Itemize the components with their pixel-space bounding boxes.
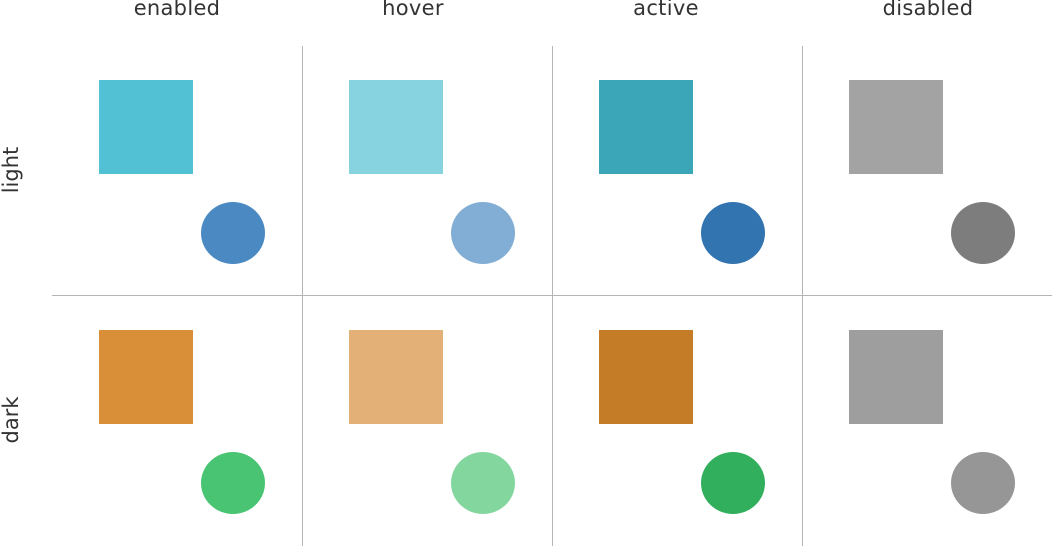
square-swatch (849, 80, 943, 174)
square-swatch (849, 330, 943, 424)
row-header-light-label: light (0, 146, 23, 194)
cell-light-hover (302, 46, 552, 296)
column-header-disabled: disabled (882, 0, 974, 20)
circle-swatch (201, 452, 265, 514)
circle-swatch (951, 452, 1015, 514)
grid-divider-vertical-2 (552, 46, 553, 546)
grid-divider-vertical-1 (302, 46, 303, 546)
cell-dark-enabled (52, 296, 302, 546)
circle-swatch (701, 202, 765, 264)
circle-swatch (201, 202, 265, 264)
circle-swatch (951, 202, 1015, 264)
grid-divider-vertical-3 (802, 46, 803, 546)
row-header-dark-label: dark (0, 396, 23, 444)
square-swatch (99, 80, 193, 174)
square-swatch (599, 330, 693, 424)
circle-swatch (451, 452, 515, 514)
square-swatch (349, 80, 443, 174)
circle-swatch (701, 452, 765, 514)
cell-dark-hover (302, 296, 552, 546)
cell-light-active (552, 46, 802, 296)
grid-divider-horizontal (52, 295, 1052, 296)
square-swatch (599, 80, 693, 174)
cell-dark-disabled (802, 296, 1052, 546)
cell-light-enabled (52, 46, 302, 296)
square-swatch (349, 330, 443, 424)
cell-light-disabled (802, 46, 1052, 296)
column-header-enabled: enabled (133, 0, 221, 20)
square-swatch (99, 330, 193, 424)
cell-dark-active (552, 296, 802, 546)
column-header-active: active (633, 0, 699, 20)
column-header-hover: hover (382, 0, 444, 20)
circle-swatch (451, 202, 515, 264)
